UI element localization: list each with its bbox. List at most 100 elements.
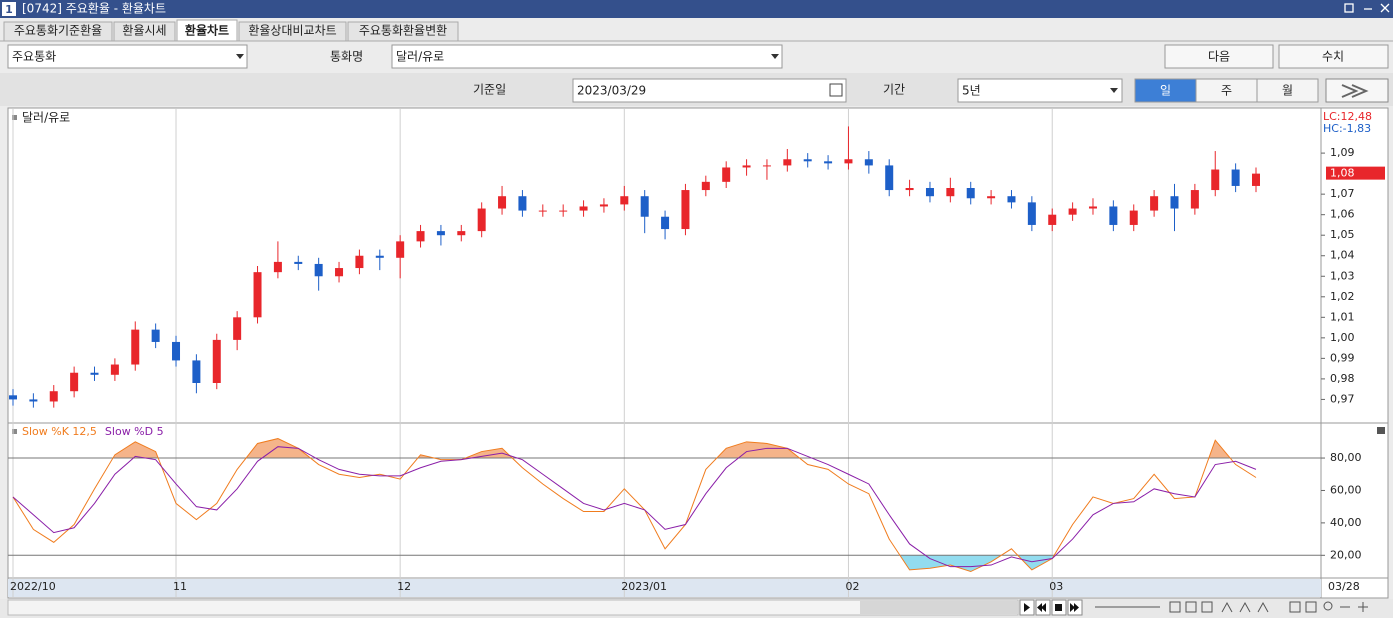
candle-body [742, 165, 751, 168]
currency-combo[interactable] [391, 44, 783, 69]
group-value: 주요통화 [12, 50, 56, 64]
candle-body [1048, 214, 1057, 225]
tab-label: 주요통화환율변환 [359, 24, 447, 38]
candle-body [762, 165, 771, 167]
x-axis-band [8, 579, 1321, 597]
candle-body [416, 231, 425, 242]
currency-label: 통화명 [330, 50, 363, 64]
last-value-box [1326, 166, 1385, 180]
tab[interactable] [238, 21, 347, 42]
window-number: 1 [5, 3, 13, 16]
candle-body [253, 272, 262, 318]
oversold-fill [899, 555, 1055, 572]
x-tick-label: 2022/10 [10, 580, 56, 593]
candle-body [314, 263, 323, 277]
candle-body [233, 317, 242, 340]
candle-body [151, 329, 160, 342]
restore[interactable] [1344, 3, 1354, 13]
candle-body [559, 210, 568, 212]
title-marker [12, 115, 17, 120]
combo-arrow [1110, 88, 1118, 93]
candle-body [9, 395, 17, 400]
candle-body [803, 159, 812, 162]
calendar-icon[interactable] [829, 83, 843, 97]
candle-body [661, 216, 670, 230]
next-button[interactable] [1164, 44, 1274, 69]
combo-arrow [771, 54, 779, 59]
candle-body [498, 196, 507, 209]
candle-body [396, 241, 405, 258]
tab-label: 환율시세 [122, 24, 166, 38]
group-combo[interactable] [7, 44, 248, 69]
interval-button[interactable] [1256, 78, 1319, 103]
lc-label: LC:12,48 [1323, 110, 1372, 123]
candle-body [722, 167, 731, 182]
legend-marker [12, 429, 17, 434]
tab-label: 환율상대비교차트 [248, 24, 336, 38]
y-tick-label: 1,04 [1330, 249, 1355, 262]
playback[interactable] [1019, 599, 1083, 616]
legend-label: Slow %K 12,5 [22, 425, 97, 438]
stoch-line [12, 438, 1257, 573]
candle-body [885, 165, 894, 191]
candle-body [355, 255, 364, 269]
period-combo[interactable] [957, 78, 1123, 103]
window-number-box [2, 2, 16, 16]
price-title: 달러/유로 [22, 111, 70, 125]
candle-body [1170, 196, 1179, 209]
x-tick-label: 12 [397, 580, 411, 593]
candle-body [946, 188, 955, 197]
y-tick-label: 40,00 [1330, 516, 1362, 529]
panel-button[interactable] [1377, 427, 1385, 434]
y-tick-label: 1,00 [1330, 331, 1355, 344]
date-label: 기준일 [473, 83, 506, 97]
candle-body [49, 391, 58, 402]
stoch-line [12, 446, 1257, 568]
candle-body [1088, 206, 1097, 209]
overbought-fill [13, 438, 1256, 459]
y-tick-label: 60,00 [1330, 483, 1362, 496]
candle-body [783, 159, 792, 166]
candle-body [1007, 196, 1016, 203]
window-buttons[interactable] [1344, 3, 1390, 13]
date-input[interactable] [572, 78, 847, 103]
y-tick-label: 1,02 [1330, 290, 1355, 303]
candle-body [620, 196, 629, 205]
scroll-thumb[interactable] [860, 601, 1018, 614]
hc-label: HC:-1,83 [1323, 122, 1371, 135]
candle-body [1231, 169, 1240, 186]
candle-body [131, 329, 140, 365]
x-tick-label: 03 [1049, 580, 1063, 593]
window-title: [0742] 주요환율 - 환율차트 [22, 2, 166, 16]
candle-body [29, 399, 38, 402]
tab[interactable] [176, 19, 238, 42]
candle-body [864, 159, 873, 166]
candle-body [1129, 210, 1138, 225]
period-label: 기간 [883, 83, 905, 97]
x-tick-label: 2023/01 [621, 580, 667, 593]
y-tick-label: 0,97 [1330, 392, 1355, 405]
candle-body [681, 190, 690, 230]
candle-body [538, 210, 547, 212]
candle-body [1150, 196, 1159, 211]
close[interactable] [1380, 3, 1390, 13]
last-value-label: 1,08 [1330, 167, 1355, 180]
tab[interactable] [113, 21, 176, 42]
candle-body [457, 231, 466, 236]
y-tick-label: 1,03 [1330, 269, 1355, 282]
y-tick-label: 0,99 [1330, 351, 1355, 364]
candle-body [436, 231, 445, 236]
values-button[interactable] [1278, 44, 1389, 69]
candle-body [110, 364, 119, 375]
title-bar [0, 0, 1393, 18]
candle-body [966, 188, 975, 199]
tool-icons[interactable] [1095, 601, 1368, 613]
candle-body [1252, 173, 1260, 186]
candle-body [925, 188, 934, 197]
tab[interactable] [347, 21, 459, 42]
tab[interactable] [3, 21, 113, 42]
x-tick-label: 11 [173, 580, 187, 593]
y-tick-label: 1,07 [1330, 187, 1355, 200]
chart-frame [7, 107, 1389, 599]
candle-body [987, 196, 996, 199]
